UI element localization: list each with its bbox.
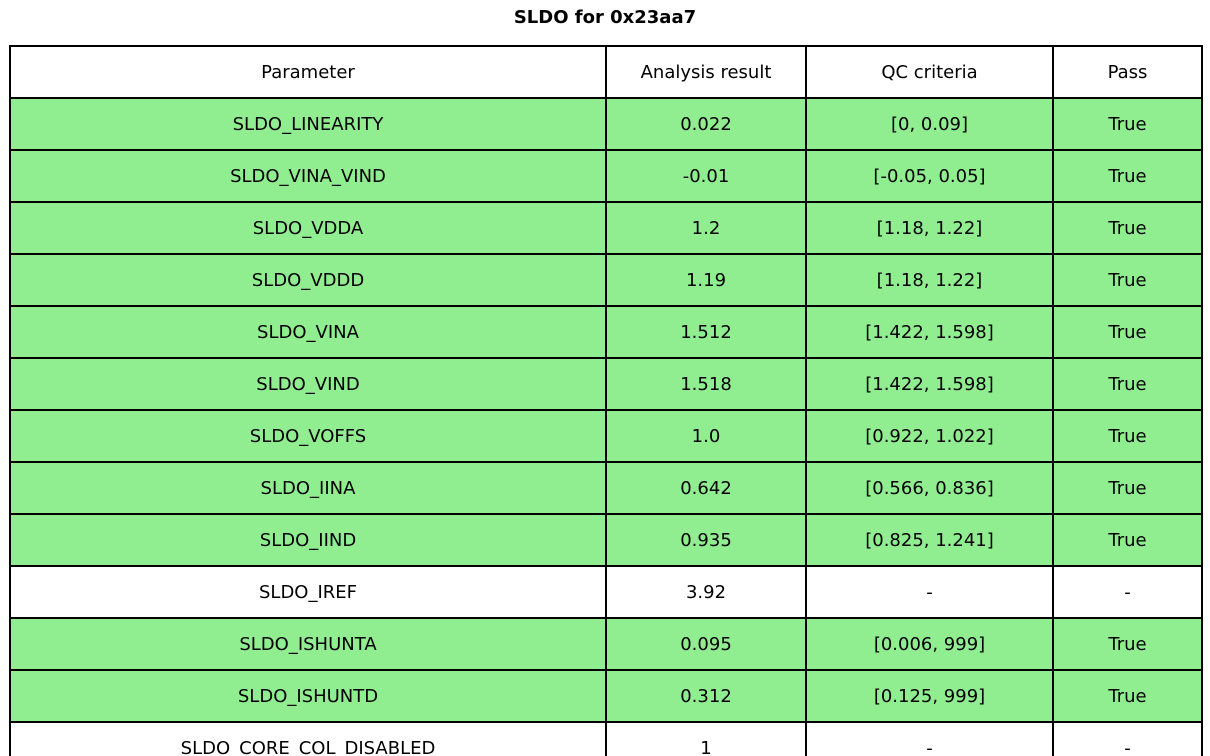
column-header-parameter: Parameter [9, 45, 607, 99]
cell-analysis-result: 1.0 [605, 409, 807, 463]
cell-qc-criteria: [1.18, 1.22] [805, 201, 1054, 255]
table-row: SLDO_VIND 1.518 [1.422, 1.598] True [9, 357, 1203, 411]
cell-parameter: SLDO_VIND [9, 357, 607, 411]
cell-parameter: SLDO_VINA_VIND [9, 149, 607, 203]
column-header-pass: Pass [1052, 45, 1203, 99]
table-header: Parameter Analysis result QC criteria Pass [9, 45, 1203, 99]
cell-parameter: SLDO_VDDA [9, 201, 607, 255]
cell-qc-criteria: [0.825, 1.241] [805, 513, 1054, 567]
chart-title: SLDO for 0x23aa7 [513, 7, 697, 28]
table-row: SLDO_VINA 1.512 [1.422, 1.598] True [9, 305, 1203, 359]
cell-parameter: SLDO_IINA [9, 461, 607, 515]
table-row: SLDO_IREF 3.92- - [9, 565, 1203, 619]
table-row: SLDO_CORE_COL_DISABLED 1- - [9, 721, 1203, 756]
cell-analysis-result: 3.92 [605, 565, 807, 619]
table-row: SLDO_VDDA 1.2 [1.18, 1.22] True [9, 201, 1203, 255]
cell-pass: True [1052, 513, 1203, 567]
cell-qc-criteria: [0.006, 999] [805, 617, 1054, 671]
cell-pass: True [1052, 253, 1203, 307]
table-row: SLDO_IIND 0.935 [0.825, 1.241] True [9, 513, 1203, 567]
cell-qc-criteria: - [805, 565, 1054, 619]
cell-parameter: SLDO_CORE_COL_DISABLED [9, 721, 607, 756]
cell-analysis-result: 0.095 [605, 617, 807, 671]
cell-parameter: SLDO_VDDD [9, 253, 607, 307]
cell-pass: True [1052, 149, 1203, 203]
cell-parameter: SLDO_LINEARITY [9, 97, 607, 151]
cell-pass: True [1052, 409, 1203, 463]
column-header-qc-criteria: QC criteria [805, 45, 1054, 99]
cell-analysis-result: 1.512 [605, 305, 807, 359]
cell-parameter: SLDO_IIND [9, 513, 607, 567]
table-row: SLDO_VINA_VIND -0.01 [-0.05, 0.05] True [9, 149, 1203, 203]
cell-qc-criteria: - [805, 721, 1054, 756]
cell-analysis-result: 0.312 [605, 669, 807, 723]
cell-pass: True [1052, 201, 1203, 255]
cell-pass: True [1052, 617, 1203, 671]
cell-pass: - [1052, 565, 1203, 619]
table-row: SLDO_LINEARITY 0.022 [0, 0.09] True [9, 97, 1203, 151]
cell-pass: True [1052, 461, 1203, 515]
cell-pass: True [1052, 97, 1203, 151]
table-row: SLDO_IINA 0.642 [0.566, 0.836] True [9, 461, 1203, 515]
cell-analysis-result: 0.642 [605, 461, 807, 515]
cell-pass: - [1052, 721, 1203, 756]
cell-analysis-result: 1.518 [605, 357, 807, 411]
table-header-row: Parameter Analysis result QC criteria Pass [9, 45, 1203, 99]
cell-parameter: SLDO_VOFFS [9, 409, 607, 463]
cell-analysis-result: 1 [605, 721, 807, 756]
cell-analysis-result: 1.19 [605, 253, 807, 307]
cell-pass: True [1052, 669, 1203, 723]
cell-qc-criteria: [0, 0.09] [805, 97, 1054, 151]
cell-parameter: SLDO_IREF [9, 565, 607, 619]
cell-qc-criteria: [0.566, 0.836] [805, 461, 1054, 515]
qc-table: Parameter Analysis result QC criteria Pass … [9, 45, 1203, 756]
column-header-analysis-result: Analysis result [605, 45, 807, 99]
cell-qc-criteria: [1.422, 1.598] [805, 357, 1054, 411]
cell-analysis-result: 0.935 [605, 513, 807, 567]
table-row: SLDO_ISHUNTA 0.095 [0.006, 999] True [9, 617, 1203, 671]
table-row: SLDO_VDDD 1.19 [1.18, 1.22] True [9, 253, 1203, 307]
cell-qc-criteria: [1.422, 1.598] [805, 305, 1054, 359]
cell-parameter: SLDO_ISHUNTA [9, 617, 607, 671]
cell-qc-criteria: [-0.05, 0.05] [805, 149, 1054, 203]
cell-parameter: SLDO_VINA [9, 305, 607, 359]
cell-pass: True [1052, 305, 1203, 359]
cell-parameter: SLDO_ISHUNTD [9, 669, 607, 723]
table-row: SLDO_VOFFS 1.0 [0.922, 1.022] True [9, 409, 1203, 463]
cell-pass: True [1052, 357, 1203, 411]
cell-analysis-result: 0.022 [605, 97, 807, 151]
cell-analysis-result: -0.01 [605, 149, 807, 203]
table-row: SLDO_ISHUNTD 0.312 [0.125, 999] True [9, 669, 1203, 723]
cell-qc-criteria: [1.18, 1.22] [805, 253, 1054, 307]
cell-qc-criteria: [0.125, 999] [805, 669, 1054, 723]
cell-analysis-result: 1.2 [605, 201, 807, 255]
table-body: SLDO_LINEARITY 0.022 [0, 0.09] True SLDO_VIN… [9, 97, 1203, 756]
cell-qc-criteria: [0.922, 1.022] [805, 409, 1054, 463]
